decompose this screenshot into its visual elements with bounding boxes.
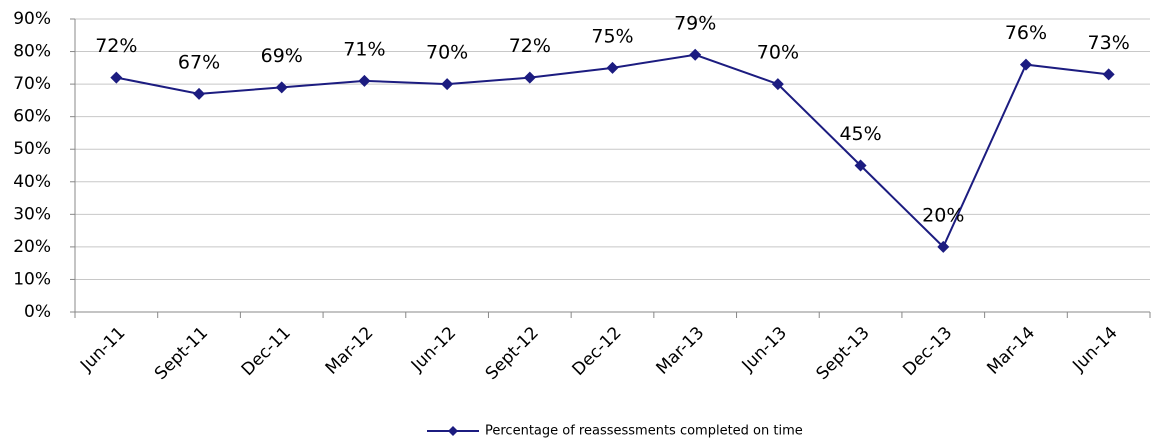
legend-marker [448,426,458,436]
x-tick-label: Mar-12 [322,323,378,379]
x-tick-label: Dec-13 [899,323,956,380]
x-tick-label: Jun-14 [1068,323,1121,376]
data-label: 70% [426,42,468,64]
y-tick-label: 80% [13,42,51,62]
y-tick-label: 40% [13,172,51,192]
y-tick-label: 10% [13,269,51,289]
data-label: 70% [757,42,799,64]
y-tick-label: 30% [13,204,51,224]
marker [606,61,619,74]
x-tick-label: Mar-13 [653,323,709,379]
data-label: 71% [343,38,385,60]
data-label: 75% [591,25,633,47]
legend-label: Percentage of reassessments completed on… [485,424,803,439]
data-label: 69% [261,45,303,67]
marker [441,78,454,91]
x-tick-label: Dec-12 [569,323,626,380]
y-tick-label: 70% [13,74,51,94]
x-tick-label: Sept-11 [151,323,212,384]
data-label: 72% [509,35,551,57]
marker [275,81,288,94]
data-label: 45% [839,123,881,145]
x-tick-label: Jun-12 [407,323,460,376]
data-label: 67% [178,51,220,73]
x-tick-label: Jun-11 [76,323,129,376]
x-tick-label: Mar-14 [983,323,1039,379]
x-tick-label: Sept-13 [812,323,873,384]
marker [854,159,867,172]
marker [1102,68,1115,81]
y-tick-label: 60% [13,107,51,127]
marker [937,240,950,253]
marker [193,87,206,100]
marker [689,48,702,61]
data-label: 76% [1005,22,1047,44]
y-tick-label: 50% [13,139,51,159]
marker [358,74,371,87]
data-label: 79% [674,12,716,34]
marker [771,78,784,91]
marker [523,71,536,84]
data-label: 73% [1088,32,1130,54]
y-tick-label: 90% [13,9,51,29]
x-tick-label: Sept-12 [482,323,543,384]
marker [1019,58,1032,71]
data-label: 20% [922,204,964,226]
x-tick-label: Jun-13 [738,323,791,376]
x-tick-label: Dec-11 [238,323,295,380]
y-tick-label: 20% [13,237,51,257]
marker [110,71,123,84]
y-tick-label: 0% [24,302,51,322]
data-label: 72% [95,35,137,57]
